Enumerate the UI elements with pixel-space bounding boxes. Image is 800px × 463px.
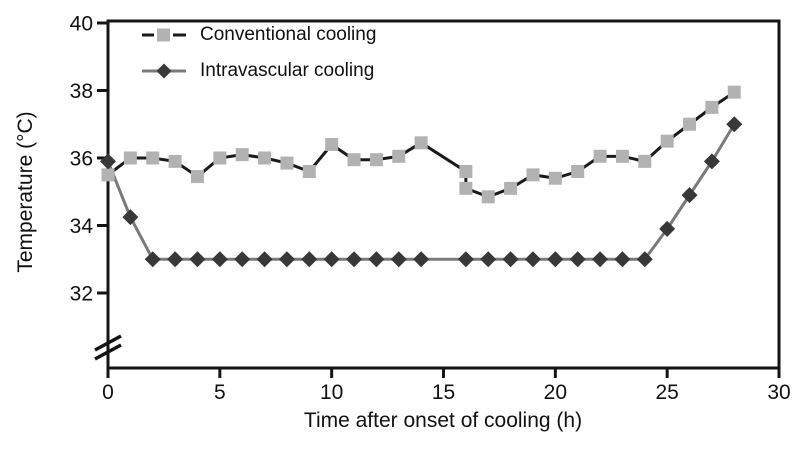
- legend-label-intravascular: Intravascular cooling: [200, 60, 375, 81]
- svg-text:32: 32: [70, 283, 93, 306]
- conventional-cooling-line-square-icon: [142, 28, 186, 42]
- svg-text:10: 10: [320, 381, 343, 404]
- legend-item-conventional-cooling: Conventional cooling: [142, 22, 376, 48]
- svg-text:30: 30: [767, 381, 790, 404]
- svg-text:25: 25: [655, 381, 678, 404]
- svg-text:5: 5: [214, 381, 226, 404]
- svg-text:0: 0: [102, 381, 114, 404]
- svg-text:40: 40: [70, 13, 93, 36]
- svg-text:15: 15: [432, 381, 455, 404]
- legend-label-conventional: Conventional cooling: [200, 24, 377, 45]
- svg-text:20: 20: [544, 381, 567, 404]
- svg-text:38: 38: [70, 80, 93, 103]
- y-axis-title: Temperature (°C): [14, 111, 37, 273]
- chart-legend: Conventional cooling Intravascular cooli…: [142, 22, 376, 84]
- svg-text:36: 36: [70, 148, 93, 171]
- intravascular-cooling-line-diamond-icon: [142, 63, 186, 79]
- x-axis-title: Time after onset of cooling (h): [303, 409, 583, 432]
- svg-text:34: 34: [70, 215, 94, 238]
- legend-item-intravascular-cooling: Intravascular cooling: [142, 58, 376, 84]
